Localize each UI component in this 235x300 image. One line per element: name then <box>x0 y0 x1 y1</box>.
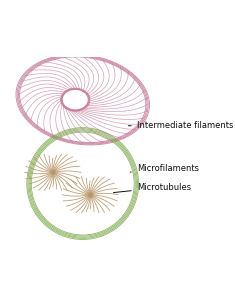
Text: Microtubules: Microtubules <box>114 183 191 193</box>
Text: Intermediate filaments: Intermediate filaments <box>128 121 233 130</box>
Text: Microfilaments: Microfilaments <box>130 164 199 173</box>
